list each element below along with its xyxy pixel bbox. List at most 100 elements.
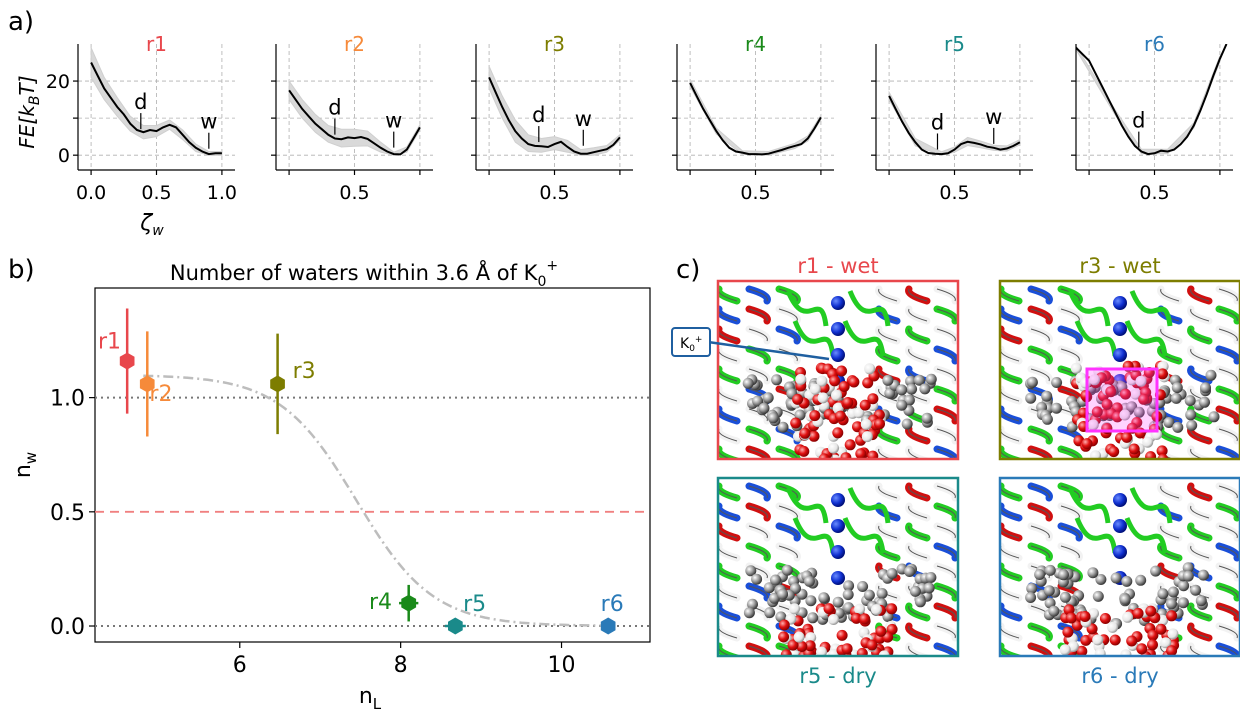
lipid-atom: [781, 564, 793, 576]
helix-outline: [1160, 565, 1180, 579]
filter-loop: [785, 487, 829, 524]
helix-outline: [1190, 545, 1210, 559]
water-atom: [1101, 398, 1113, 410]
lipid-atom: [1034, 569, 1046, 580]
lipid-atom: [914, 596, 926, 608]
filter-loop: [1067, 290, 1111, 327]
water-atom: [831, 389, 842, 401]
fe-curve: [888, 95, 1021, 156]
water-atom: [1070, 362, 1082, 374]
state-marker-label: d: [328, 96, 341, 120]
snapshot-render: [1000, 478, 1240, 656]
water-atom: [789, 603, 800, 615]
water-atom: [805, 632, 817, 644]
snapshot-frame: [998, 279, 1240, 461]
potassium-ion: [1113, 545, 1127, 559]
lipid-atom: [752, 395, 764, 407]
helix-outline: [878, 525, 898, 539]
water-atom: [809, 410, 821, 422]
water-atom: [1105, 386, 1117, 398]
helix-outline: [748, 328, 768, 342]
potassium-ion: [831, 296, 845, 310]
helix-outline: [1060, 308, 1080, 322]
lipid-atom: [762, 392, 774, 404]
potassium-ion: [1113, 519, 1127, 533]
potassium-ion: [1113, 322, 1127, 336]
helix-outline: [1060, 328, 1080, 342]
filter-loop: [1129, 487, 1173, 524]
lipid-atom: [904, 566, 916, 577]
helix-outline: [1218, 545, 1238, 559]
x-tick-label: 0.5: [939, 182, 969, 204]
filter-loop: [1124, 517, 1168, 554]
lipid-atom: [818, 592, 830, 604]
lipid-atom: [743, 607, 755, 619]
water-atom: [1126, 635, 1138, 647]
water-atom: [853, 407, 865, 419]
helix-outline: [878, 485, 898, 499]
helix-outline: [778, 288, 798, 302]
filter-loop: [792, 320, 836, 357]
lipid-atom: [767, 412, 779, 424]
data-point-r4: r4: [369, 584, 419, 622]
water-atom: [867, 393, 879, 405]
lipid-atom: [1092, 590, 1104, 602]
lipid-atom: [758, 402, 770, 414]
snapshot-caption: r6 - dry: [1081, 664, 1158, 688]
helix-outline: [1060, 545, 1080, 559]
lipid-atom: [909, 585, 921, 597]
water-atom: [1094, 648, 1106, 656]
water-atom: [808, 430, 820, 442]
helix-outline: [778, 328, 798, 342]
water-atom: [1107, 621, 1119, 633]
helix-outline: [908, 288, 928, 302]
protein-helix: [933, 482, 958, 656]
hex-marker: [600, 617, 616, 635]
point-label: r5: [463, 592, 486, 617]
subplot-r4: r40.5: [672, 32, 834, 204]
snapshot-r5d: r5 - dry: [716, 476, 960, 688]
helix-outline: [778, 505, 798, 519]
water-atom: [1142, 436, 1154, 448]
water-atom: [836, 629, 848, 641]
filter-loop: [785, 290, 829, 327]
water-atom: [1120, 649, 1132, 656]
snapshot-render: [718, 478, 958, 656]
helix-outline: [936, 428, 956, 442]
highlight-box: [1085, 367, 1159, 433]
filter-loop: [792, 517, 836, 554]
data-point-r2: r2: [139, 331, 172, 437]
point-label: r3: [293, 359, 316, 384]
helix-outline: [1218, 328, 1238, 342]
helix-outline: [1190, 288, 1210, 302]
helix-outline: [1030, 328, 1050, 342]
helix-outline: [1030, 428, 1050, 442]
water-atom: [804, 640, 816, 652]
x-tick-label: 0.5: [141, 182, 171, 204]
helix-outline: [936, 605, 956, 619]
helix-outline: [748, 308, 768, 322]
x-tick-label: 10: [548, 653, 576, 678]
helix-outline: [936, 308, 956, 322]
data-point-r3: r3: [270, 333, 316, 435]
helix-outline: [1190, 605, 1210, 619]
helix-outline: [908, 428, 928, 442]
helix-outline: [1190, 348, 1210, 362]
snapshot-render: [718, 281, 958, 459]
helix-outline: [1218, 525, 1238, 539]
helix-outline: [1060, 288, 1080, 302]
potassium-ion: [831, 322, 845, 336]
water-atom: [1089, 374, 1100, 386]
lipid-atom: [1208, 411, 1220, 423]
lipid-atom: [863, 589, 875, 601]
lipid-atom: [768, 592, 780, 604]
lipid-atom: [770, 574, 781, 586]
helix-outline: [748, 545, 768, 559]
snapshot-frame: [716, 279, 960, 461]
lipid-atom: [1119, 593, 1131, 605]
helix-outline: [1218, 585, 1238, 599]
snapshot-caption: r1 - wet: [797, 254, 878, 278]
water-atom: [1138, 393, 1150, 405]
helix-outline: [908, 485, 928, 499]
protein-helix: [745, 285, 771, 459]
